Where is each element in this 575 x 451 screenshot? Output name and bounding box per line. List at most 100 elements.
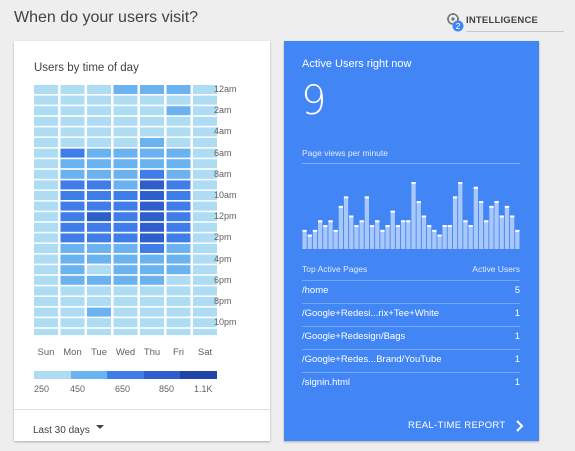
heatmap-cell (60, 254, 85, 264)
heatmap-cell (113, 159, 138, 169)
page-views-bar-fill (354, 225, 359, 249)
heatmap-cell (113, 318, 138, 328)
heatmap-cell (87, 95, 111, 105)
page-views-bar-fill (323, 225, 328, 249)
page-views-bar-fill (364, 196, 369, 249)
page-views-bar-fill (385, 225, 390, 249)
page-views-bar (385, 225, 390, 249)
legend-swatch (107, 371, 145, 379)
page-views-bar (349, 215, 354, 249)
page-views-bar-cap (432, 229, 437, 232)
table-row[interactable]: /home 5 (302, 280, 520, 303)
active-users-value: 1 (514, 308, 520, 319)
page-views-bar (375, 220, 380, 249)
heatmap-cell (60, 116, 85, 126)
date-range-dropdown[interactable]: Last 30 days (33, 420, 113, 436)
page-views-bar-fill (406, 220, 411, 249)
heatmap-cell (140, 127, 164, 137)
heatmap-cell (34, 297, 58, 306)
active-users-value: 1 (514, 354, 520, 365)
date-range-label: Last 30 days (33, 425, 90, 436)
page-views-bar-cap (484, 220, 489, 223)
heatmap-cell (34, 106, 58, 116)
legend-swatch (180, 371, 218, 379)
active-page-link: /Google+Redes...Brand/YouTube (302, 354, 442, 365)
page-views-bar-fill (452, 196, 458, 249)
hour-label: 6pm (214, 274, 232, 285)
page-views-bar-cap (442, 225, 447, 228)
active-users-title: Active Users right now (302, 58, 412, 70)
hour-label: 4pm (214, 253, 232, 264)
heatmap-cell (193, 265, 217, 275)
page-views-bar-cap (333, 229, 338, 232)
heatmap-cell (60, 148, 85, 158)
heatmap-cell (34, 127, 58, 137)
heatmap-cell (166, 138, 191, 147)
page-views-bar (307, 234, 312, 249)
page-views-bar (390, 210, 395, 249)
page-views-bar-cap (494, 201, 499, 204)
heatmap-cell (34, 244, 58, 253)
page-views-bar-cap (416, 201, 421, 204)
page-views-bar-fill (338, 205, 343, 249)
page-views-bar (411, 182, 416, 249)
page-views-bar (432, 229, 437, 249)
table-row[interactable]: /Google+Redes...Brand/YouTube 1 (302, 349, 520, 372)
page-views-bar-cap (338, 205, 343, 208)
heatmap-cell (113, 201, 138, 211)
heatmap-cell (193, 148, 217, 158)
page-views-bar-fill (375, 220, 380, 249)
heatmap-cell (87, 180, 111, 190)
page-views-bar-cap (406, 220, 411, 223)
page-views-bar (401, 220, 406, 249)
heatmap-cell (113, 222, 138, 232)
heatmap-cell (87, 201, 111, 211)
page-views-bar-fill (473, 186, 478, 249)
page-views-bar-cap (302, 229, 307, 232)
page-views-bar-cap (359, 220, 364, 223)
caret-down-icon (96, 425, 104, 429)
heatmap-cell (34, 318, 58, 328)
legend-label: 250 (34, 384, 50, 394)
heatmap-cell (140, 191, 164, 200)
heatmap-cell (60, 169, 85, 179)
heatmap-cell (60, 191, 85, 200)
table-row[interactable]: /Google+Redesi...rix+Tee+White 1 (302, 303, 520, 326)
heatmap-cell (166, 244, 191, 253)
heatmap-cell (193, 212, 217, 222)
heatmap-cell (87, 106, 111, 116)
heatmap-cell (193, 116, 217, 126)
heatmap-cell (113, 244, 138, 253)
heatmap-cell (60, 159, 85, 169)
page-views-bar-fill (499, 215, 504, 249)
real-time-report-button[interactable]: REAL-TIME REPORT (408, 418, 528, 436)
legend-label: 450 (70, 384, 86, 394)
heatmap-cell (166, 116, 191, 126)
table-row[interactable]: /Google+Redesign/Bags 1 (302, 326, 520, 349)
legend-swatch (143, 371, 181, 379)
heatmap-cell (113, 307, 138, 317)
heatmap-cell (113, 138, 138, 147)
heatmap-cell (166, 191, 191, 200)
heatmap-cell (193, 138, 217, 147)
heatmap-cell (60, 275, 85, 285)
active-users-value: 1 (514, 331, 520, 342)
page-header: When do your users visit? 2 INTELLIGENCE (0, 0, 575, 40)
page-views-bar-cap (478, 201, 484, 204)
hour-label: 2am (214, 105, 232, 116)
page-views-bar-fill (328, 220, 333, 249)
page-views-bar (416, 201, 421, 249)
heatmap-cell (166, 148, 191, 158)
page-views-bar (364, 196, 369, 249)
hour-labels: 12am 2am 4am 6am 8am 10am 12pm 2pm 4pm 6pm 8pm 10pm (214, 84, 264, 335)
heatmap-cell (34, 254, 58, 264)
active-users-value: 1 (514, 377, 520, 388)
heatmap-cell (60, 286, 85, 296)
heatmap-cell (87, 286, 111, 296)
heatmap-cell (166, 222, 191, 232)
intelligence-button[interactable]: 2 INTELLIGENCE (444, 8, 569, 34)
heatmap-cell (87, 307, 111, 317)
table-row[interactable]: /signin.html 1 (302, 372, 520, 395)
page-views-bar-cap (354, 225, 359, 228)
page-views-bar-fill (333, 229, 338, 249)
